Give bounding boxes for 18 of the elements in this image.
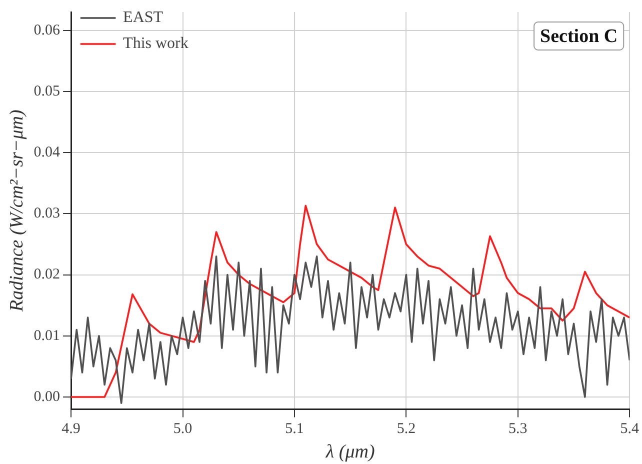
y-tick-label: 0.00 bbox=[34, 388, 60, 405]
x-tick-label: 5.1 bbox=[285, 421, 304, 438]
y-tick-label: 0.04 bbox=[34, 144, 61, 160]
annotation: Section C bbox=[540, 26, 618, 47]
y-tick-label: 0.03 bbox=[34, 206, 60, 222]
x-tick-label: 5.2 bbox=[396, 421, 416, 438]
y-tick-label: 0.02 bbox=[34, 266, 60, 283]
x-axis-title: λ (μm) bbox=[324, 442, 375, 463]
y-tick-label: 0.01 bbox=[34, 328, 60, 344]
y-tick-label: 0.05 bbox=[34, 83, 60, 100]
x-tick-label: 5.0 bbox=[173, 421, 192, 438]
x-tick-label: 5.3 bbox=[508, 421, 528, 438]
y-axis-title: Radiance (W/cm²−sr−μm) bbox=[6, 110, 28, 313]
x-tick-label: 4.9 bbox=[62, 421, 80, 438]
legend-label: This work bbox=[123, 35, 188, 52]
y-tick-label: 0.06 bbox=[34, 22, 61, 38]
x-tick-label: 5.4 bbox=[620, 421, 640, 438]
legend-label: EAST bbox=[123, 9, 164, 26]
